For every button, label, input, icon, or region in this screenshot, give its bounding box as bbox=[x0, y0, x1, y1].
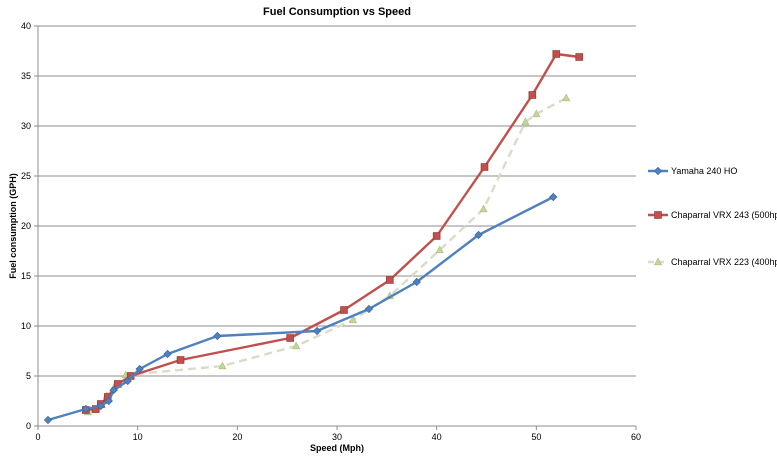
x-tick-label: 0 bbox=[35, 432, 40, 442]
x-tick-label: 60 bbox=[631, 432, 641, 442]
x-axis-tick-labels: 0 10 20 30 40 50 60 bbox=[35, 432, 641, 442]
series-1-point bbox=[432, 232, 441, 240]
series-1-point bbox=[552, 50, 561, 58]
series-0-point bbox=[123, 376, 132, 386]
legend-swatch-marker bbox=[653, 257, 663, 266]
chart-title: Fuel Consumption vs Speed bbox=[263, 6, 411, 18]
series-0-point bbox=[135, 364, 144, 374]
x-tick-label: 50 bbox=[531, 432, 541, 442]
legend-label: Chaparral VRX 243 (500hp) bbox=[671, 210, 777, 220]
series-1-point bbox=[92, 405, 100, 413]
legend-swatch-marker bbox=[653, 166, 663, 176]
series-1-point bbox=[480, 163, 489, 171]
y-tick-label: 5 bbox=[26, 371, 31, 381]
series-group bbox=[43, 50, 583, 425]
y-tick-label: 20 bbox=[21, 221, 31, 231]
series-0-point bbox=[312, 326, 322, 336]
y-axis-title: Fuel consumption (GPH) bbox=[8, 173, 18, 279]
x-tick-label: 30 bbox=[332, 432, 342, 442]
legend-item-1: Chaparral VRX 243 (500hp) bbox=[648, 210, 777, 220]
series-0-point bbox=[104, 396, 113, 406]
series-1 bbox=[82, 50, 583, 414]
series-1-line bbox=[85, 52, 580, 412]
series-2-point bbox=[479, 204, 488, 213]
x-tick-label: 20 bbox=[232, 432, 242, 442]
series-0-point bbox=[96, 401, 105, 411]
legend-item-0: Yamaha 240 HO bbox=[648, 166, 737, 176]
series-1-point bbox=[286, 334, 294, 342]
x-tick-label: 40 bbox=[432, 432, 442, 442]
x-axis-title: Speed (Mph) bbox=[310, 443, 364, 453]
y-tick-label: 30 bbox=[21, 121, 31, 131]
y-tick-label: 40 bbox=[21, 21, 31, 31]
series-1-point bbox=[575, 53, 583, 61]
series-0-point bbox=[43, 415, 53, 425]
legend: Yamaha 240 HO Chaparral VRX 243 (500hp) Ch… bbox=[648, 166, 777, 267]
series-2-point bbox=[218, 361, 227, 370]
legend-label: Chaparral VRX 223 (400hp) bbox=[671, 257, 777, 267]
series-0-point bbox=[549, 192, 558, 202]
y-tick-label: 15 bbox=[21, 271, 31, 281]
series-2-point bbox=[348, 315, 358, 324]
series-0-point bbox=[163, 349, 172, 359]
series-2-line bbox=[87, 96, 567, 414]
y-axis-tick-labels: 0 5 10 15 20 25 30 35 40 bbox=[21, 21, 31, 431]
y-tick-label: 10 bbox=[21, 321, 31, 331]
series-2-point bbox=[562, 93, 571, 102]
series-0 bbox=[43, 192, 558, 425]
legend-label: Yamaha 240 HO bbox=[671, 166, 737, 176]
series-2-point bbox=[521, 117, 530, 126]
series-0-line bbox=[47, 195, 554, 422]
legend-swatch-marker bbox=[654, 211, 662, 219]
series-2-point bbox=[435, 245, 444, 254]
series-2-point bbox=[532, 109, 541, 118]
series-0-point bbox=[81, 404, 91, 414]
series-1-point bbox=[340, 306, 348, 314]
series-0-point bbox=[109, 385, 118, 395]
y-tick-label: 25 bbox=[21, 171, 31, 181]
legend-item-2: Chaparral VRX 223 (400hp) bbox=[648, 257, 777, 267]
series-2-point bbox=[292, 341, 301, 350]
series-1-point bbox=[528, 91, 537, 99]
series-0-point bbox=[412, 277, 421, 287]
series-0-point bbox=[364, 304, 374, 314]
x-tick-label: 10 bbox=[133, 432, 143, 442]
y-tick-label: 0 bbox=[26, 421, 31, 431]
axes bbox=[37, 26, 636, 427]
y-tick-label: 35 bbox=[21, 71, 31, 81]
series-0-point bbox=[474, 230, 483, 240]
series-1-point bbox=[176, 356, 185, 364]
series-1-point bbox=[386, 276, 394, 284]
gridlines bbox=[34, 25, 637, 430]
series-0-point bbox=[213, 331, 222, 341]
